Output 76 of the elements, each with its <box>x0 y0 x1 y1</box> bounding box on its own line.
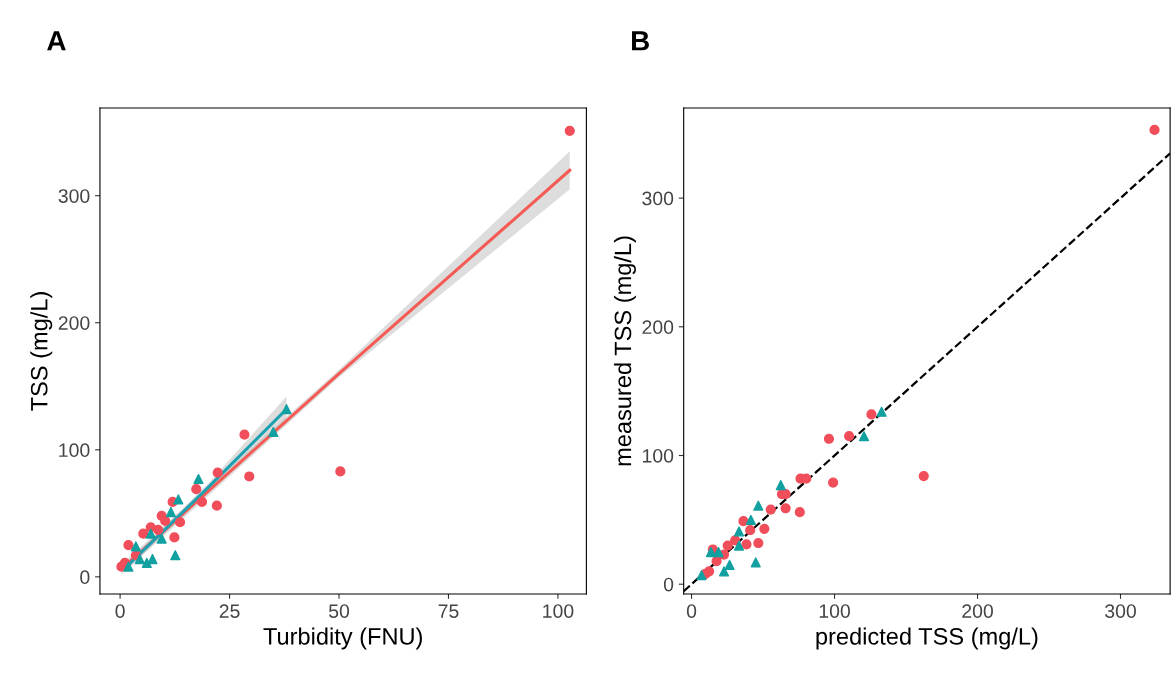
point <box>750 557 761 568</box>
x-tick-label: 100 <box>819 604 850 618</box>
y-tick-label: 0 <box>80 570 90 585</box>
point <box>138 528 149 539</box>
point <box>733 540 745 551</box>
x-tick-label: 0 <box>115 604 125 618</box>
point <box>130 541 141 552</box>
point <box>718 566 730 577</box>
point <box>759 523 770 534</box>
point <box>196 496 208 507</box>
point <box>281 404 292 415</box>
point <box>828 477 839 488</box>
point <box>145 528 156 539</box>
point <box>156 533 167 544</box>
point <box>858 431 870 442</box>
point <box>823 433 835 444</box>
point <box>753 500 764 511</box>
x-tick-label: 200 <box>962 604 993 618</box>
point <box>268 426 279 438</box>
chart-title: B <box>632 31 649 51</box>
point <box>212 467 223 478</box>
point <box>173 494 184 505</box>
point <box>722 540 733 551</box>
x-tick-label: 300 <box>1105 604 1136 618</box>
y-tick-label: 200 <box>642 320 674 335</box>
point <box>123 539 134 551</box>
point <box>866 409 877 420</box>
point <box>738 516 749 527</box>
point <box>733 526 745 537</box>
point <box>123 561 134 572</box>
y-tick-label: 0 <box>663 577 674 592</box>
point <box>724 559 735 570</box>
point <box>775 480 786 491</box>
point <box>169 532 180 543</box>
y-axis-title: measured TSS (mg/L) <box>613 236 636 466</box>
y-tick-label: 300 <box>58 189 90 203</box>
point <box>165 506 176 518</box>
x-tick-label: 100 <box>543 604 574 618</box>
point <box>153 524 164 535</box>
point <box>713 546 724 558</box>
y-tick-label: 300 <box>642 191 674 206</box>
y-tick-label: 100 <box>59 443 90 458</box>
point <box>147 553 158 565</box>
y-tick-label: 200 <box>58 316 90 330</box>
point <box>193 473 204 485</box>
point <box>918 471 929 482</box>
point <box>745 514 756 525</box>
point <box>239 429 250 440</box>
point <box>794 507 805 518</box>
point <box>765 504 776 515</box>
y-axis-title: TSS (mg/L) <box>30 292 53 411</box>
x-tick-label: 50 <box>328 604 350 618</box>
point <box>191 484 202 495</box>
point <box>741 539 752 550</box>
point <box>564 125 575 136</box>
point <box>1149 124 1160 135</box>
y-tick-label: 100 <box>643 448 674 463</box>
point <box>170 550 181 561</box>
x-axis-title: predicted TSS (mg/L) <box>816 627 1038 650</box>
point <box>335 466 346 477</box>
point <box>141 557 152 568</box>
point <box>244 471 255 482</box>
point <box>134 553 145 565</box>
x-axis-title: Turbidity (FNU) <box>263 627 422 650</box>
x-tick-label: 0 <box>686 604 697 618</box>
point <box>211 500 222 511</box>
x-tick-label: 75 <box>438 604 459 618</box>
point <box>780 503 791 514</box>
point <box>174 517 186 528</box>
point <box>745 525 756 536</box>
point <box>696 570 707 581</box>
point <box>876 406 887 417</box>
x-tick-label: 25 <box>219 604 240 618</box>
chart-title: A <box>47 31 66 51</box>
point <box>844 431 855 442</box>
point <box>753 537 764 549</box>
